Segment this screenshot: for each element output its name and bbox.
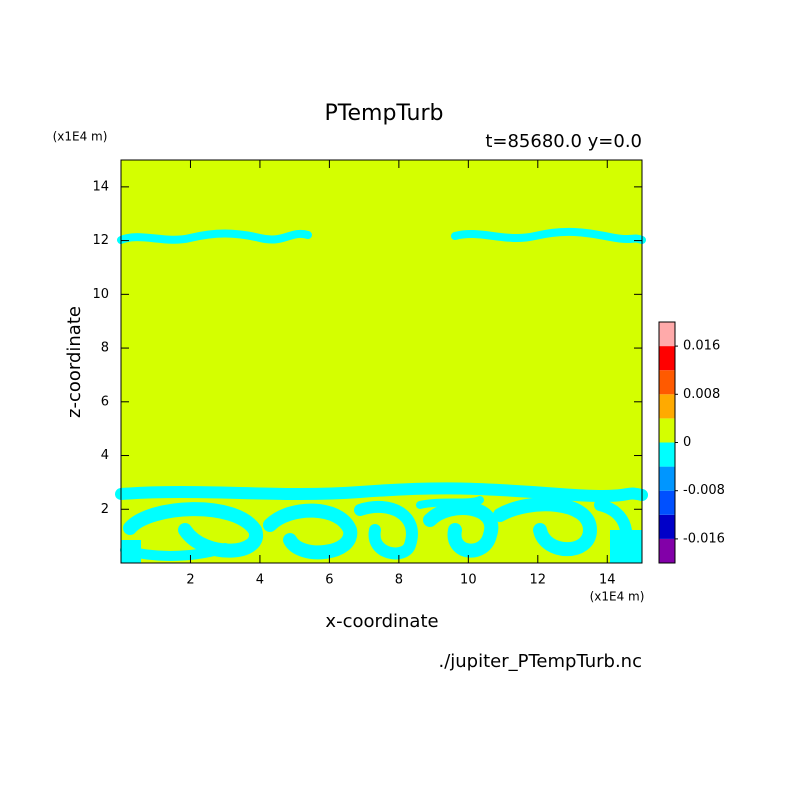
contour-region [416, 496, 484, 509]
colorbar-label: 0.008 [683, 387, 720, 402]
contour-region [610, 530, 642, 563]
y-unit: (x1E4 m) [53, 130, 108, 144]
x-tick-label: 4 [256, 573, 264, 588]
colorbar-segment [659, 322, 675, 347]
x-tick-label: 12 [530, 573, 547, 588]
chart-subtitle: t=85680.0 y=0.0 [485, 131, 642, 152]
colorbar-segment [659, 442, 675, 467]
y-tick-label: 14 [92, 179, 109, 194]
colorbar-segment [659, 538, 675, 563]
colorbar-segment [659, 418, 675, 443]
x-tick-label: 14 [599, 573, 616, 588]
colorbar-label: -0.016 [683, 531, 725, 546]
y-tick-label: 8 [101, 341, 109, 356]
y-tick-label: 6 [101, 394, 109, 409]
colorbar-segment [659, 370, 675, 395]
x-tick-label: 2 [186, 573, 194, 588]
y-tick-label: 12 [92, 233, 109, 248]
contour-region [451, 227, 646, 244]
x-tick-label: 8 [395, 573, 403, 588]
colorbar-segment [659, 346, 675, 371]
colorbar-segment [659, 394, 675, 419]
source-label: ./jupiter_PTempTurb.nc [438, 651, 642, 672]
contour-region [423, 501, 499, 558]
y-tick-label: 2 [101, 502, 109, 517]
contour-region [263, 503, 358, 560]
colorbar-label: -0.008 [683, 483, 725, 498]
plot-frame [120, 159, 643, 564]
contour-region [354, 500, 418, 560]
x-tick-label: 10 [460, 573, 477, 588]
contour-region [117, 229, 312, 244]
x-tick-label: 6 [325, 573, 333, 588]
colorbar-segment [659, 514, 675, 539]
y-tick-label: 10 [92, 287, 109, 302]
contour-region [115, 482, 648, 502]
colorbar-label: 0 [683, 435, 691, 450]
x-axis-label: x-coordinate [325, 611, 438, 632]
colorbar-segment [659, 490, 675, 515]
chart-title: PTempTurb [325, 101, 444, 126]
y-axis-label: z-coordinate [64, 306, 85, 418]
colorbar-label: 0.016 [683, 339, 720, 354]
contour-region [121, 540, 141, 563]
contour-region [493, 497, 597, 557]
colorbar-segment [659, 466, 675, 491]
y-tick-label: 4 [101, 448, 109, 463]
x-unit: (x1E4 m) [590, 590, 645, 604]
